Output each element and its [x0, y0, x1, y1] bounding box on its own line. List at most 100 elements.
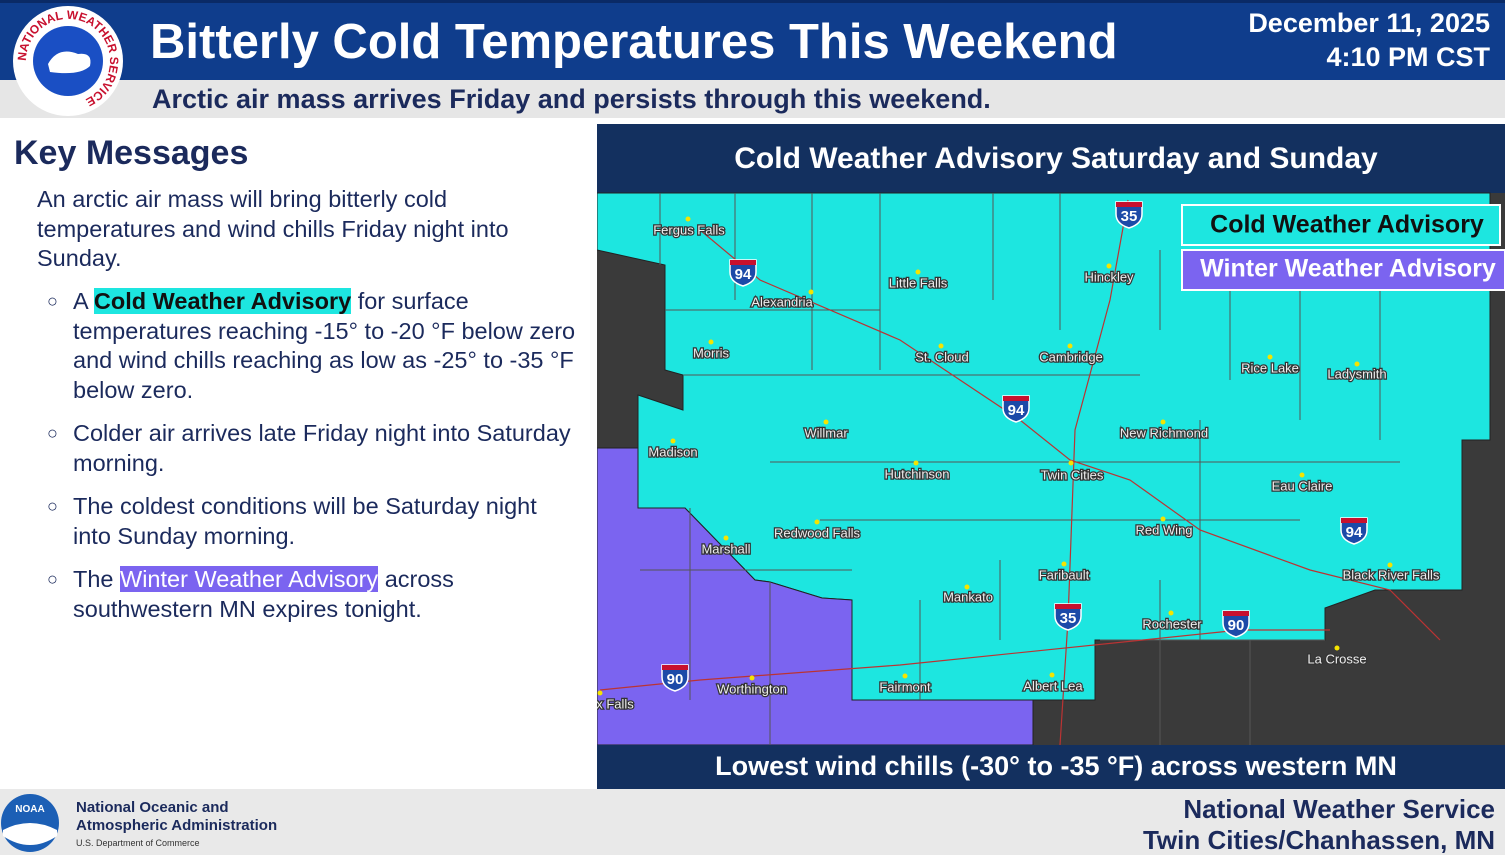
bullets: A Cold Weather Advisory for surface temp…	[47, 287, 577, 638]
city-label: Madison	[648, 444, 697, 459]
city-label: Eau Claire	[1272, 478, 1333, 493]
interstate-shield	[1054, 603, 1082, 631]
text: The coldest conditions will be Saturday …	[73, 493, 537, 549]
noaa-dept: U.S. Department of Commerce	[76, 838, 200, 848]
city-label: Fergus Falls	[653, 222, 725, 237]
city-dot	[708, 339, 714, 345]
shield-top	[730, 260, 756, 265]
noaa-name: National Oceanic and	[76, 799, 229, 816]
shield-number: 94	[1346, 524, 1363, 541]
city-label: Marshall	[701, 541, 750, 556]
nws-logo: NATIONAL WEATHER SERVICE	[13, 6, 123, 116]
city-dot	[1267, 354, 1273, 360]
subtitle-bar	[0, 80, 1505, 118]
shield-number: 90	[667, 671, 684, 688]
city-label: Albert Lea	[1023, 678, 1083, 693]
city-label: Alexandria	[751, 294, 813, 309]
city-label: Redwood Falls	[774, 525, 860, 540]
noaa-name: Atmospheric Administration	[76, 817, 278, 834]
city-dot	[1068, 460, 1074, 466]
city-label: Little Falls	[889, 275, 948, 290]
city-dot	[938, 343, 944, 349]
city-dot	[1299, 472, 1305, 478]
city-dot	[749, 675, 755, 681]
city-dot	[1334, 645, 1340, 651]
shield-top	[662, 665, 688, 670]
city-dot	[808, 289, 814, 295]
legend-entry: Cold Weather Advisory	[1210, 211, 1484, 239]
city-label: Morris	[693, 345, 730, 360]
interstate-shield	[729, 259, 757, 287]
city-dot	[902, 673, 908, 679]
intro: An arctic air mass will bring bitterly c…	[37, 186, 509, 271]
shield-number: 35	[1121, 208, 1138, 225]
city-label: Mankato	[943, 589, 993, 604]
city-dot	[723, 535, 729, 541]
city-label: St. Cloud	[915, 349, 968, 364]
city-label: Rochester	[1142, 616, 1202, 631]
county-lines	[640, 193, 1400, 745]
text: Colder air arrives late Friday night int…	[73, 420, 571, 476]
city-dot	[823, 419, 829, 425]
city-dot	[1061, 561, 1067, 567]
interstate-shield	[1115, 201, 1143, 229]
highlight: Winter Weather Advisory	[120, 566, 379, 592]
shield-number: 94	[1008, 402, 1025, 419]
text: across southwestern MN expires tonight.	[73, 566, 454, 622]
city-label: Twin Cities	[1041, 467, 1104, 482]
city-label: La Crosse	[1307, 651, 1366, 666]
footer	[0, 789, 1505, 855]
noaa-logo: NOAA	[1, 794, 59, 852]
shield-top	[1055, 604, 1081, 609]
interstate-shield	[1340, 517, 1368, 545]
shield-top	[1003, 396, 1029, 401]
date: December 11, 2025	[1248, 8, 1490, 38]
time: 4:10 PM CST	[1326, 42, 1490, 72]
office: National Weather Service	[1183, 794, 1495, 824]
city-dot	[1160, 419, 1166, 425]
city-dot	[1067, 343, 1073, 349]
shield-number: 90	[1228, 617, 1245, 634]
highlight: Cold Weather Advisory	[93, 288, 352, 314]
shield-top	[1223, 611, 1249, 616]
shield-number: 35	[1060, 610, 1077, 627]
city-label: New Richmond	[1120, 425, 1208, 440]
city-dot	[685, 216, 691, 222]
city-dot	[964, 584, 970, 590]
map-caption: Lowest wind chills (-30° to -35 °F) acro…	[715, 751, 1397, 781]
city-label: Black River Falls	[1343, 567, 1440, 582]
office: Twin Cities/Chanhassen, MN	[1142, 825, 1495, 855]
city-dot	[1049, 672, 1055, 678]
city-dot	[1354, 361, 1360, 367]
city-label: Cambridge	[1039, 349, 1103, 364]
city-dot	[814, 519, 820, 525]
title: Bitterly Cold Temperatures This Weekend	[150, 15, 1118, 69]
city-label: Hinckley	[1084, 269, 1134, 284]
city-dot	[915, 269, 921, 275]
city-label: Willmar	[804, 425, 848, 440]
bullet: A Cold Weather Advisory for surface temp…	[47, 287, 577, 405]
city-dot	[1387, 562, 1393, 568]
city-label: Worthington	[717, 681, 787, 696]
shield-top	[1116, 202, 1142, 207]
text: A	[73, 288, 88, 314]
city-label: Fairmont	[879, 679, 931, 694]
city-label: Rice Lake	[1241, 360, 1299, 375]
city-dot	[1106, 263, 1112, 269]
city-label: Ladysmith	[1327, 366, 1386, 381]
interstate-shield	[661, 664, 689, 692]
shield-top	[1341, 518, 1367, 523]
bullet: The Winter Weather Advisory across south…	[47, 565, 577, 624]
header-bar	[0, 0, 1505, 80]
city-dot	[597, 690, 603, 696]
subtitle: Arctic air mass arrives Friday and persi…	[152, 84, 991, 114]
map-title: Cold Weather Advisory Saturday and Sunda…	[734, 142, 1378, 175]
map-panel: Cold Weather Advisory Saturday and Sunda…	[597, 124, 1505, 789]
city-label: x Falls	[597, 696, 634, 711]
interstate-shield	[1002, 395, 1030, 423]
city-dot	[913, 460, 919, 466]
section-title: Key Messages	[14, 134, 249, 172]
shield-number: 94	[735, 266, 752, 283]
bullet: Colder air arrives late Friday night int…	[47, 419, 577, 478]
